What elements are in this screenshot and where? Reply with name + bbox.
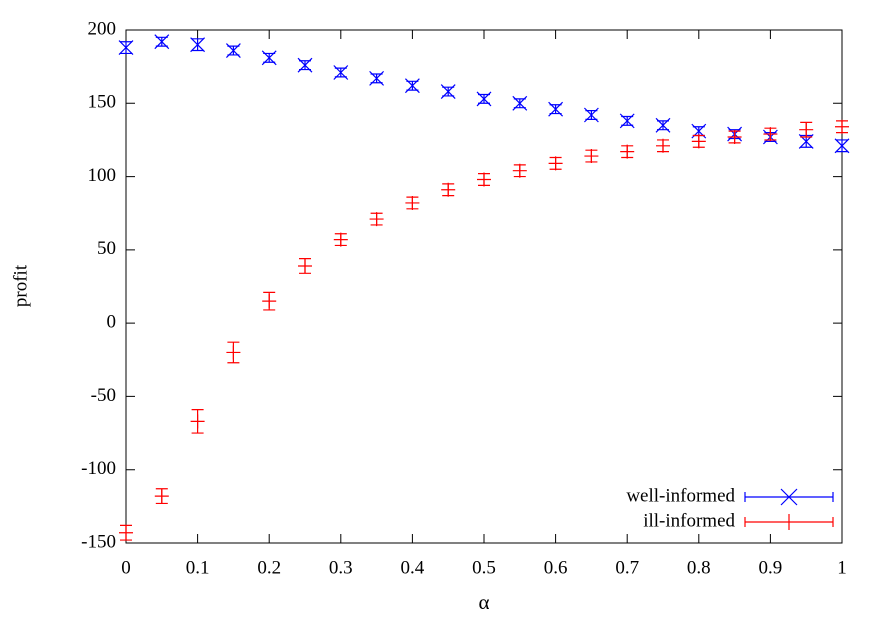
point (583, 107, 599, 123)
point (834, 138, 850, 154)
y-tick-label: -50 (91, 385, 116, 406)
point (369, 70, 385, 86)
x-tick-label: 0 (121, 557, 131, 578)
x-tick-label: 0.2 (257, 557, 281, 578)
y-tick-label: -150 (81, 531, 116, 552)
x-tick-label: 1 (837, 557, 847, 578)
point (691, 134, 706, 149)
point (119, 525, 133, 540)
legend-label: ill-informed (643, 510, 735, 531)
point (619, 113, 635, 129)
y-tick-label: 150 (88, 92, 117, 113)
point (154, 489, 169, 504)
point (369, 212, 384, 227)
point (154, 34, 170, 50)
x-tick-label: 0.8 (687, 557, 711, 578)
y-tick-label: 100 (88, 165, 117, 186)
point (118, 40, 134, 56)
y-axis-label: profit (10, 264, 31, 307)
x-tick-label: 0.6 (544, 557, 568, 578)
x-axis-label: α (478, 590, 489, 614)
point (226, 345, 241, 360)
x-tick-label: 0.7 (615, 557, 639, 578)
point (656, 138, 670, 153)
point (512, 95, 528, 111)
point (620, 144, 635, 159)
x-tick-label: 0.4 (401, 557, 425, 578)
point (584, 149, 599, 164)
point (548, 156, 563, 171)
plot-frame (125, 29, 843, 544)
point (404, 78, 420, 94)
point (548, 101, 564, 117)
x-tick-label: 0.1 (186, 557, 210, 578)
point (297, 57, 313, 73)
point (763, 127, 778, 142)
point (333, 232, 348, 247)
point (476, 91, 492, 107)
x-tick-label: 0.5 (472, 557, 496, 578)
point (225, 43, 241, 58)
point (190, 37, 206, 53)
point (405, 195, 420, 210)
point (190, 414, 205, 429)
point (512, 163, 527, 178)
x-tick-label: 0.9 (759, 557, 783, 578)
point (835, 119, 849, 134)
y-tick-label: 0 (107, 312, 117, 333)
point (799, 122, 814, 137)
y-tick-label: 200 (88, 18, 117, 39)
point (441, 182, 456, 197)
point (727, 129, 742, 144)
legend-label: well-informed (626, 485, 735, 506)
point (333, 65, 349, 80)
point (440, 84, 456, 99)
point (477, 172, 491, 187)
y-tick-label: -100 (81, 458, 116, 479)
point (655, 117, 671, 133)
point (261, 50, 277, 66)
legend-swatch (744, 514, 834, 530)
y-tick-label: 50 (97, 238, 116, 259)
x-tick-label: 0.3 (329, 557, 353, 578)
point (262, 294, 277, 309)
legend-swatch (744, 488, 834, 506)
point (298, 258, 312, 273)
